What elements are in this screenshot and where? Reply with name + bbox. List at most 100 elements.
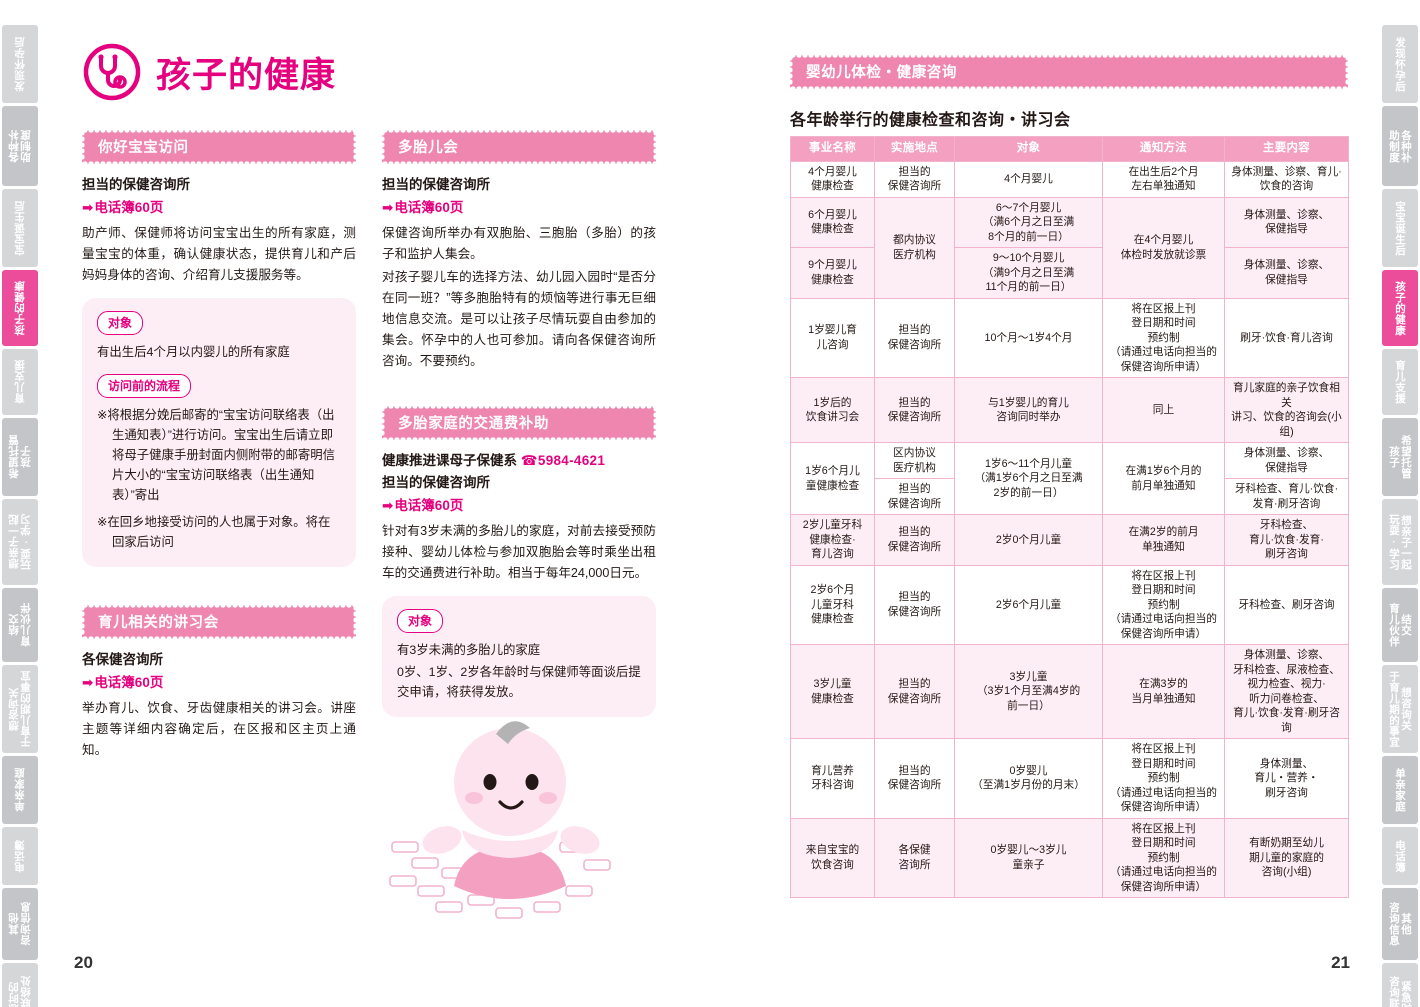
rail-tab-10[interactable]: 单亲家庭	[2, 756, 38, 824]
table-cell: 担当的 保健咨询所	[874, 514, 955, 566]
rail-tab-8[interactable]: 结交 育儿伙伴	[2, 588, 38, 662]
table-cell: 担当的 保健咨询所	[874, 377, 955, 443]
rail-tab-label: 结交 育儿伙伴	[1388, 603, 1412, 647]
phonebook-reference[interactable]: ➡电话簿60页	[382, 196, 656, 216]
rail-tab-7[interactable]: 想亲子一起 玩耍·学习	[1382, 499, 1418, 585]
reference-label: 电话簿60页	[394, 200, 464, 215]
rail-tab-9[interactable]: 想咨询关 于育儿期的事宜	[2, 665, 38, 753]
rail-tab-4-active[interactable]: 孩子的健康	[2, 270, 38, 346]
section-ribbon-multiple-birth-group: 多胎儿会	[382, 130, 656, 164]
sub-heading-2: 担当的保健咨询所	[382, 475, 490, 490]
table-cell: 牙科检查、刷牙咨询	[1224, 564, 1349, 645]
rail-tab-label: 宝宝诞生后	[1394, 200, 1406, 256]
rail-tab-label: 育儿支援	[14, 360, 26, 404]
table-row: 育儿营养 牙科咨询 担当的 保健咨询所 0岁婴儿 （至满1岁月份的月末） 将在区报上刊…	[790, 738, 1349, 819]
phonebook-reference[interactable]: ➡电话簿60页	[82, 671, 356, 691]
rail-tab-2[interactable]: 各种补 助制度	[1382, 106, 1418, 186]
table-cell: 2岁0个月儿童	[954, 514, 1103, 566]
rail-tab-label: 单亲家庭	[1394, 768, 1406, 812]
rail-tab-13[interactable]: 紧急时的 咨询联络处	[2, 963, 38, 1007]
process-note-2: ※在回乡地接受访问的人也属于对象。将在回家后访问	[97, 515, 331, 549]
rail-tab-6[interactable]: 希望托管 孩子	[2, 418, 38, 496]
rail-tab-8[interactable]: 结交 育儿伙伴	[1382, 588, 1418, 662]
rail-tab-label: 育儿支援	[1394, 360, 1406, 404]
rail-tab-label: 其他 咨询信息	[1388, 902, 1412, 946]
rail-tab-3[interactable]: 宝宝诞生后	[1382, 189, 1418, 267]
table-row: 来自宝宝的 饮食咨询 各保健 咨询所 0岁婴儿～3岁儿 童亲子 将在区报上刊 登日期和…	[790, 817, 1349, 898]
table-cell: 2岁6个月 儿童牙科 健康检查	[790, 564, 875, 645]
right-tab-rail: 发现怀孕后各种补 助制度宝宝诞生后孩子的健康育儿支援希望托管 孩子 想亲子一起 玩…	[1382, 25, 1418, 1007]
chapter-title: 孩子的健康	[156, 55, 337, 95]
ribbon-scallop-top	[790, 55, 1348, 59]
arrow-right-icon: ➡	[82, 675, 94, 690]
ribbon-scallop-bottom	[382, 436, 656, 440]
reference-label: 电话簿60页	[94, 675, 164, 690]
table-cell: 担当的 保健咨询所	[874, 564, 955, 645]
rail-tab-label: 各种补 助制度	[8, 129, 32, 163]
rail-tab-label: 发现怀孕后	[14, 36, 26, 92]
table-cell: 10个月～1岁4个月	[954, 297, 1103, 378]
left-page: 孩子的健康 你好宝宝访问 担当的保健咨询所 ➡电话簿60页 助产师、保健师将访问…	[44, 0, 734, 1007]
department-label: 健康推进课母子保健系	[382, 453, 517, 468]
ribbon-label: 你好宝宝访问	[82, 130, 356, 164]
rail-tab-2[interactable]: 各种补 助制度	[2, 106, 38, 186]
rail-tab-12[interactable]: 其他 咨询信息	[2, 888, 38, 960]
table-cell: 2岁儿童牙科 健康检查· 育儿咨询	[790, 514, 875, 566]
left-column-b: 多胎儿会 担当的保健咨询所 ➡电话簿60页 保健咨询所举办有双胞胎、三胞胎（多胎…	[382, 130, 656, 717]
rail-tab-6[interactable]: 希望托管 孩子	[1382, 418, 1418, 496]
rail-tab-1[interactable]: 发现怀孕后	[2, 25, 38, 103]
rail-tab-label: 孩子的健康	[1394, 280, 1406, 336]
rail-tab-1[interactable]: 发现怀孕后	[1382, 25, 1418, 103]
table-cell: 担当的 保健咨询所	[874, 644, 955, 739]
table-row: 2岁6个月 儿童牙科 健康检查 担当的 保健咨询所 2岁6个月儿童 将在区报上刊 登日…	[790, 564, 1349, 645]
ribbon-scallop-bottom	[382, 160, 656, 164]
table-cell: 育儿营养 牙科咨询	[790, 738, 875, 819]
table-header-row: 事业名称 实施地点 对象 通知方法 主要内容	[790, 136, 1349, 162]
chapter-header: 孩子的健康	[82, 42, 336, 102]
table-cell: 身体测量、诊察、 牙科检查、尿液检查、 视力检查、视力· 听力问卷检查、 育儿·…	[1224, 644, 1349, 739]
rail-tab-label: 孩子的健康	[14, 280, 26, 336]
table-row: 4个月婴儿 健康检查 担当的 保健咨询所 4个月婴儿 在出生后2个月 左右单独通知 身体…	[790, 160, 1349, 198]
rail-tab-label: 紧急时的 咨询联络处	[1388, 975, 1412, 1007]
table-cell: 担当的 保健咨询所	[874, 478, 955, 515]
table-cell: 育儿家庭的亲子饮食相关 讲习、饮食的咨询会(小组)	[1224, 377, 1349, 443]
rail-tab-7[interactable]: 想亲子一起 玩耍·学习	[2, 499, 38, 585]
rail-tab-9[interactable]: 想咨询关 于育儿期的事宜	[1382, 665, 1418, 753]
rail-tab-13[interactable]: 紧急时的 咨询联络处	[1382, 963, 1418, 1007]
left-column-a: 你好宝宝访问 担当的保健咨询所 ➡电话簿60页 助产师、保健师将访问宝宝出生的所…	[82, 130, 356, 761]
rail-tab-5[interactable]: 育儿支援	[1382, 349, 1418, 415]
rail-tab-11[interactable]: 电话簿	[2, 827, 38, 885]
sub-heading: 担当的保健咨询所	[382, 177, 490, 192]
table-cell: 3岁儿童 健康检查	[790, 644, 875, 739]
body-paragraph: 助产师、保健师将访问宝宝出生的所有家庭，测量宝宝的体重，确认健康状态，提供育儿和…	[82, 226, 356, 282]
rail-tab-3[interactable]: 宝宝诞生后	[2, 189, 38, 267]
table-cell: 将在区报上刊 登日期和时间 预约制 （请通过电话向担当的 保健咨询所申请）	[1102, 738, 1225, 819]
table-header-1: 事业名称	[790, 136, 875, 162]
rail-tab-label: 各种补 助制度	[1388, 129, 1412, 163]
rail-tab-label: 希望托管 孩子	[8, 435, 32, 479]
table-cell: 在4个月婴儿 体检时发放就诊票	[1102, 196, 1225, 299]
phonebook-reference[interactable]: ➡电话簿60页	[82, 196, 356, 216]
table-cell: 1岁6～11个月儿童 （满1岁6个月之日至满 2岁的前一日）	[954, 442, 1103, 515]
rail-tab-12[interactable]: 其他 咨询信息	[1382, 888, 1418, 960]
page-number-left: 20	[74, 953, 93, 972]
rail-tab-5[interactable]: 育儿支援	[2, 349, 38, 415]
rail-tab-label: 其他 咨询信息	[8, 902, 32, 946]
rail-tab-label: 想咨询关 于育儿期的事宜	[8, 670, 32, 748]
arrow-right-icon: ➡	[82, 200, 94, 215]
reference-label: 电话簿60页	[394, 498, 464, 513]
rail-tab-4-active[interactable]: 孩子的健康	[1382, 270, 1418, 346]
table-header-5: 主要内容	[1224, 136, 1349, 162]
rail-tab-10[interactable]: 单亲家庭	[1382, 756, 1418, 824]
ribbon-scallop-top	[382, 406, 656, 410]
table-header-3: 对象	[954, 136, 1103, 162]
table-cell: 身体测量、诊察、 保健指导	[1224, 247, 1349, 299]
table-header-4: 通知方法	[1102, 136, 1225, 162]
ribbon-label: 婴幼儿体检・健康咨询	[790, 55, 1348, 89]
rail-tab-11[interactable]: 电话簿	[1382, 827, 1418, 885]
phonebook-reference[interactable]: ➡电话簿60页	[382, 494, 656, 514]
table-row: 1岁6个月儿 童健康检查 区内协议 医疗机构 1岁6～11个月儿童 （满1岁6个月之…	[790, 442, 1349, 515]
sub-heading-with-phone: 健康推进课母子保健系 ☎5984-4621	[382, 449, 656, 469]
body-paragraph: 针对有3岁未满的多胎儿的家庭，对前去接受预防接种、婴幼儿体检与参加双胞胎会等时乘…	[382, 524, 656, 580]
phone-number[interactable]: ☎5984-4621	[520, 453, 606, 468]
